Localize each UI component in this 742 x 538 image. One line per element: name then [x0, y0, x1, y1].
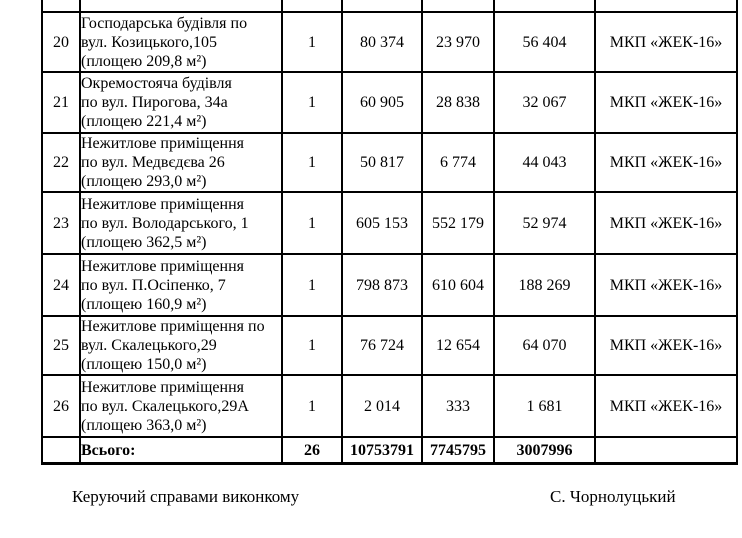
description-line: Окремостояча будівля [81, 75, 232, 92]
description-line: Нежитлове приміщення [81, 257, 245, 275]
description-cell: Нежитлове приміщення по вул. Володарськог… [79, 191, 283, 255]
cut-cell [79, 0, 283, 13]
quantity-cell: 1 [281, 132, 343, 193]
value2-cell: 552 179 [421, 191, 495, 255]
cut-cell [421, 0, 495, 13]
owner-cell: МКП «ЖЕК-16» [594, 191, 738, 255]
totals-empty-owner-cell [594, 436, 738, 465]
row-number-cell: 25 [41, 315, 81, 376]
description-line: по вул. Пирогова, 34а [81, 94, 228, 111]
totals-value2: 7745795 [421, 436, 495, 465]
description-line: Господарська будівля по [81, 14, 248, 32]
table-row: 20 Господарська будівля по вул. Козицького… [41, 11, 738, 73]
row-number-cell: 23 [41, 191, 81, 255]
signature-title: Керуючий справами виконкому [72, 487, 300, 506]
description-line: Нежитлове приміщення [81, 195, 245, 213]
quantity-cell: 1 [281, 11, 343, 73]
value3-cell: 44 043 [493, 132, 596, 193]
totals-value1: 10753791 [341, 436, 423, 465]
quantity-cell: 1 [281, 71, 343, 134]
quantity-cell: 1 [281, 374, 343, 438]
description-line: по вул. Володарського, 1 [81, 214, 249, 232]
row-number-cell: 20 [41, 11, 81, 73]
table-row: 23 Нежитлове приміщення по вул. Володарськ… [41, 191, 738, 255]
value2-cell: 23 970 [421, 11, 495, 73]
owner-cell: МКП «ЖЕК-16» [594, 374, 738, 438]
description-line: (площею 363,0 м²) [81, 416, 207, 434]
cut-cell [341, 0, 423, 13]
table-row: 25 Нежитлове приміщення по вул. Скалецьког… [41, 315, 738, 376]
value1-cell: 60 905 [341, 71, 423, 134]
cut-off-previous-row [41, 0, 738, 13]
description-line: (площею 293,0 м²) [81, 173, 207, 190]
description-line: вул. Скалецького,29 [81, 337, 217, 354]
description-line: (площею 362,5 м²) [81, 233, 207, 251]
signature-block: Керуючий справами виконкому С. Чорнолуць… [0, 487, 742, 511]
description-cell: Нежитлове приміщення по вул. Медвєдєва 26… [79, 132, 283, 193]
value3-cell: 64 070 [493, 315, 596, 376]
row-number-cell: 26 [41, 374, 81, 438]
value3-cell: 52 974 [493, 191, 596, 255]
totals-row: Всього: 26 10753791 7745795 3007996 [41, 436, 738, 465]
description-line: по вул. Скалецького,29А [81, 397, 249, 415]
cut-cell [281, 0, 343, 13]
totals-quantity: 26 [281, 436, 343, 465]
owner-cell: МКП «ЖЕК-16» [594, 315, 738, 376]
signature-name: С. Чорнолуцький [550, 487, 676, 506]
description-line: (площею 221,4 м²) [81, 113, 207, 130]
table-row: 21 Окремостояча будівля по вул. Пирогова, … [41, 71, 738, 134]
table-row: 26 Нежитлове приміщення по вул. Скалецьког… [41, 374, 738, 438]
description-line: (площею 209,8 м²) [81, 52, 207, 70]
totals-empty-num-cell [41, 436, 81, 465]
value3-cell: 56 404 [493, 11, 596, 73]
quantity-cell: 1 [281, 253, 343, 317]
description-line: (площею 160,9 м²) [81, 295, 207, 313]
value2-cell: 28 838 [421, 71, 495, 134]
value2-cell: 610 604 [421, 253, 495, 317]
description-cell: Нежитлове приміщення по вул. Скалецького,… [79, 374, 283, 438]
owner-cell: МКП «ЖЕК-16» [594, 132, 738, 193]
totals-label: Всього: [79, 436, 283, 465]
value2-cell: 6 774 [421, 132, 495, 193]
quantity-cell: 1 [281, 315, 343, 376]
row-number-cell: 21 [41, 71, 81, 134]
description-cell: Нежитлове приміщення по вул. Скалецького,… [79, 315, 283, 376]
owner-cell: МКП «ЖЕК-16» [594, 71, 738, 134]
description-line: Нежитлове приміщення [81, 135, 245, 152]
cut-cell [594, 0, 738, 13]
value1-cell: 605 153 [341, 191, 423, 255]
value1-cell: 2 014 [341, 374, 423, 438]
value3-cell: 188 269 [493, 253, 596, 317]
totals-value3: 3007996 [493, 436, 596, 465]
description-line: по вул. Медвєдєва 26 [81, 154, 225, 171]
cut-cell [493, 0, 596, 13]
value3-cell: 32 067 [493, 71, 596, 134]
description-cell: Господарська будівля по вул. Козицького,1… [79, 11, 283, 73]
table-row: 22 Нежитлове приміщення по вул. Медвєдєва … [41, 132, 738, 193]
description-line: вул. Козицького,105 [81, 33, 218, 51]
description-line: Нежитлове приміщення по [81, 318, 265, 335]
description-cell: Нежитлове приміщення по вул. П.Осіпенко, … [79, 253, 283, 317]
description-cell: Окремостояча будівля по вул. Пирогова, 34… [79, 71, 283, 134]
value1-cell: 80 374 [341, 11, 423, 73]
row-number-cell: 22 [41, 132, 81, 193]
owner-cell: МКП «ЖЕК-16» [594, 11, 738, 73]
value1-cell: 50 817 [341, 132, 423, 193]
value3-cell: 1 681 [493, 374, 596, 438]
description-line: по вул. П.Осіпенко, 7 [81, 276, 226, 294]
value2-cell: 12 654 [421, 315, 495, 376]
description-line: (площею 150,0 м²) [81, 356, 207, 373]
table-row: 24 Нежитлове приміщення по вул. П.Осіпенко… [41, 253, 738, 317]
row-number-cell: 24 [41, 253, 81, 317]
quantity-cell: 1 [281, 191, 343, 255]
description-line: Нежитлове приміщення [81, 378, 245, 396]
cut-cell [41, 0, 81, 13]
value2-cell: 333 [421, 374, 495, 438]
value1-cell: 798 873 [341, 253, 423, 317]
owner-cell: МКП «ЖЕК-16» [594, 253, 738, 317]
value1-cell: 76 724 [341, 315, 423, 376]
property-table: 20 Господарська будівля по вул. Козицького… [41, 0, 738, 465]
